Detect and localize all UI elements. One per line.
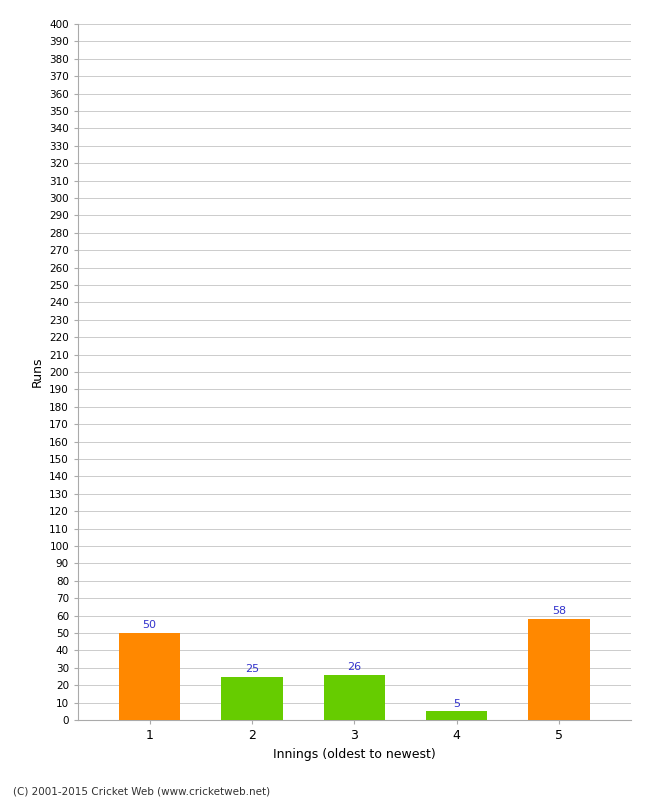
X-axis label: Innings (oldest to newest): Innings (oldest to newest) [273, 747, 436, 761]
Text: 26: 26 [347, 662, 361, 672]
Y-axis label: Runs: Runs [31, 357, 44, 387]
Text: (C) 2001-2015 Cricket Web (www.cricketweb.net): (C) 2001-2015 Cricket Web (www.cricketwe… [13, 786, 270, 796]
Bar [324, 674, 385, 720]
Text: 58: 58 [552, 606, 566, 617]
Bar [426, 711, 488, 720]
Bar [528, 619, 590, 720]
Bar [119, 633, 180, 720]
Text: 25: 25 [245, 664, 259, 674]
Text: 50: 50 [142, 620, 157, 630]
Bar [221, 677, 283, 720]
Text: 5: 5 [453, 698, 460, 709]
